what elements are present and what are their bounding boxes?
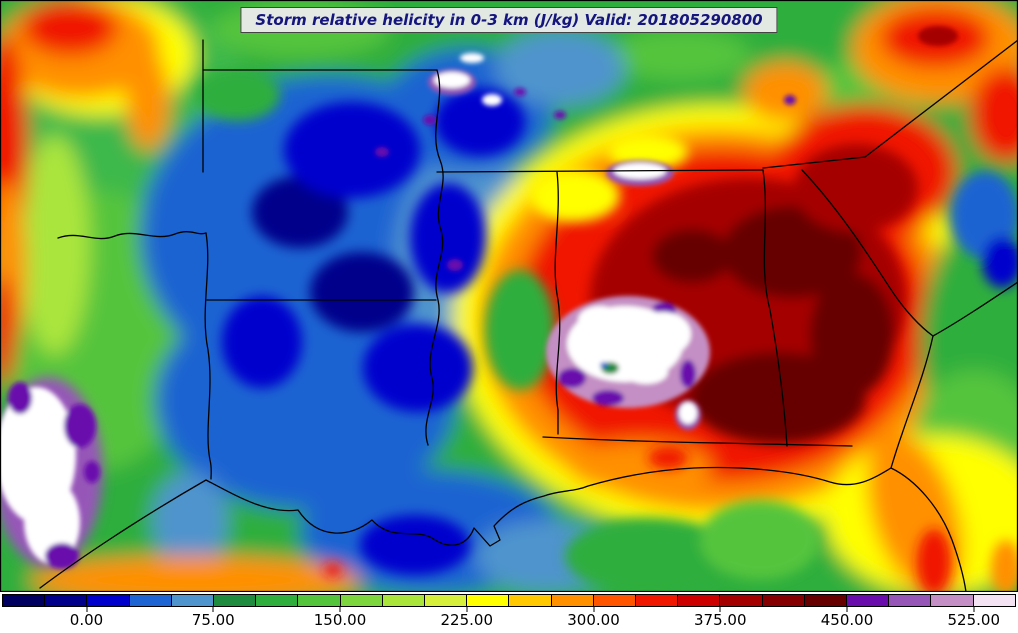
colorbar-tick <box>212 607 214 612</box>
colorbar-segment <box>339 595 382 606</box>
colorbar <box>2 594 1016 607</box>
colorbar-tick <box>973 607 975 612</box>
colorbar-tick <box>593 607 594 612</box>
state-borders <box>0 0 1018 592</box>
colorbar-segment <box>761 595 804 606</box>
colorbar-segment <box>424 595 467 606</box>
colorbar-segment <box>677 595 720 606</box>
colorbar-tick-label: 150.00 <box>313 611 367 629</box>
colorbar-segment <box>550 595 593 606</box>
colorbar-tick <box>466 607 468 612</box>
colorbar-segment <box>466 595 509 606</box>
colorbar-segment <box>255 595 298 606</box>
colorbar-segment <box>213 595 256 606</box>
colorbar-segment <box>3 595 45 606</box>
colorbar-segment <box>846 595 889 606</box>
plot-title: Storm relative helicity in 0-3 km (J/kg)… <box>240 7 778 33</box>
colorbar-tick-label: 0.00 <box>69 611 104 629</box>
colorbar-tick-label: 375.00 <box>694 611 747 629</box>
colorbar-ticks <box>2 607 1016 612</box>
colorbar-segment <box>86 595 129 606</box>
map-canvas <box>0 0 1018 592</box>
colorbar-segment <box>930 595 973 606</box>
colorbar-segment <box>508 595 551 606</box>
colorbar-segment <box>972 595 1015 606</box>
colorbar-tick-label: 450.00 <box>820 611 874 629</box>
colorbar-segment <box>170 595 214 606</box>
colorbar-tick-label: 300.00 <box>567 611 620 629</box>
colorbar-tick <box>86 607 87 612</box>
colorbar-segment <box>128 595 171 606</box>
colorbar-tick-label: 525.00 <box>947 611 1001 629</box>
colorbar-segment <box>44 595 87 606</box>
colorbar-segment <box>381 595 425 606</box>
colorbar-tick <box>846 607 848 612</box>
colorbar-tick-label: 75.00 <box>191 611 235 629</box>
colorbar-segment <box>803 595 847 606</box>
colorbar-tick <box>339 607 341 612</box>
plot-title-text: Storm relative helicity in 0-3 km (J/kg)… <box>255 11 763 29</box>
colorbar-tick-label: 225.00 <box>440 611 494 629</box>
colorbar-segment <box>635 595 678 606</box>
colorbar-segment <box>719 595 762 606</box>
helicity-map: Storm relative helicity in 0-3 km (J/kg)… <box>0 0 1018 592</box>
colorbar-tick <box>719 607 721 612</box>
colorbar-segment <box>592 595 636 606</box>
colorbar-segment <box>888 595 931 606</box>
colorbar-labels: 0.00 75.00 150.00 225.00 300.00 375.00 450.00 5… <box>2 611 1016 629</box>
colorbar-area: 0.00 75.00 150.00 225.00 300.00 375.00 450.00 5… <box>0 592 1018 633</box>
field-fine-layer <box>0 26 958 569</box>
colorbar-segment <box>297 595 340 606</box>
